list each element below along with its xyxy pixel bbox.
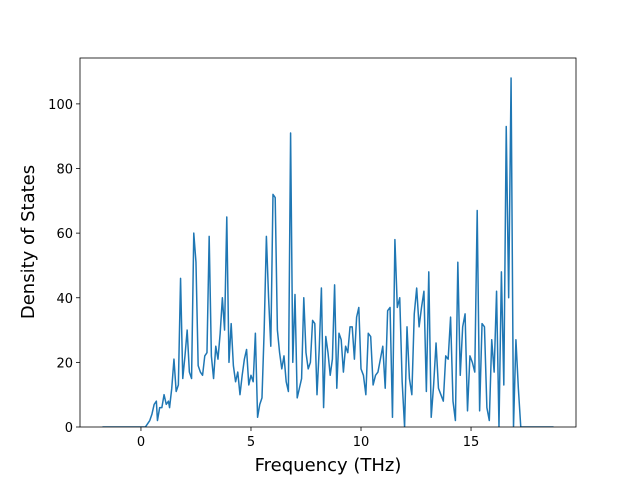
y-tick-label: 80 (56, 163, 73, 178)
y-tick-label: 20 (56, 356, 73, 371)
x-tick-label: 10 (353, 435, 370, 450)
data-line (102, 77, 554, 427)
plot-frame (79, 57, 577, 428)
y-tick-label: 60 (56, 227, 73, 242)
x-tick-label: 15 (463, 435, 480, 450)
y-tick-label: 0 (65, 421, 73, 436)
y-tick-label: 40 (56, 292, 73, 307)
x-tick-label: 5 (247, 435, 255, 450)
x-axis-label: Frequency (THz) (255, 455, 402, 476)
y-axis-label: Density of States (18, 165, 39, 319)
y-tick-label: 100 (48, 98, 73, 113)
x-tick-label: 0 (137, 435, 145, 450)
